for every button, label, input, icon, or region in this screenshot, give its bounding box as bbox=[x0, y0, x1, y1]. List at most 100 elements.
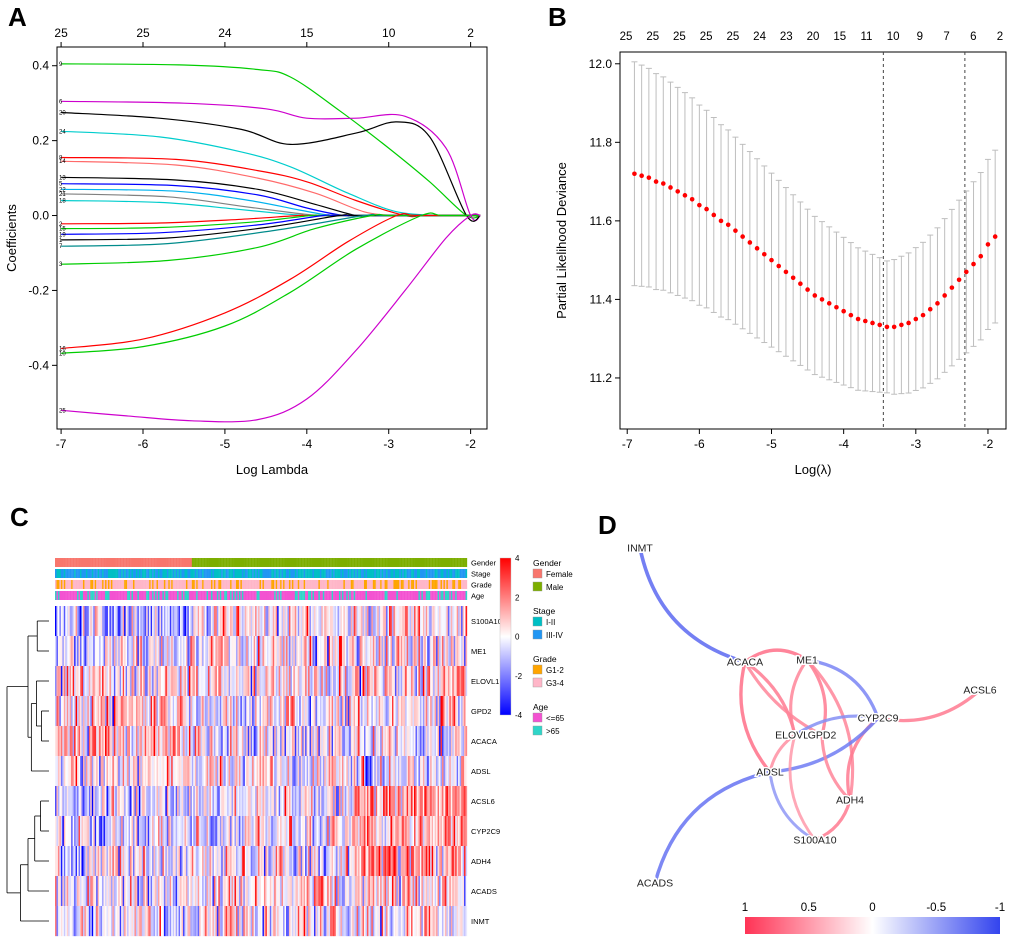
svg-text:Log Lambda: Log Lambda bbox=[236, 462, 309, 477]
svg-text:24: 24 bbox=[753, 31, 766, 43]
svg-text:0: 0 bbox=[869, 902, 875, 914]
svg-text:Grade: Grade bbox=[471, 581, 492, 590]
edge-ADH4-S100A10 bbox=[813, 798, 852, 842]
row-label: ME1 bbox=[471, 647, 486, 656]
svg-text:Coefficients: Coefficients bbox=[4, 204, 19, 272]
svg-text:Grade: Grade bbox=[533, 654, 557, 664]
lasso-coefficient-chart: -7 -6 -5 -4 -3 -2-0.4-0.20.00.20.425 25 24 15 10 2… bbox=[4, 26, 488, 477]
svg-text:-3: -3 bbox=[383, 437, 394, 451]
expression-heatmap-chart: Gender Stage Grade Age S100A10 ME1 ELOVL1 GPD2 A… bbox=[6, 554, 573, 937]
panel-a: A -7 -6 -5 -4 -3 -2 -0.4 -0.2 0.0 0.2 0.4 25 25 24 15 1… bbox=[0, 0, 510, 492]
svg-text:0.2: 0.2 bbox=[32, 134, 49, 148]
category-legends: Gender Female Male Stage I-II III-IV Grade G1-2… bbox=[532, 558, 573, 736]
svg-text:-6: -6 bbox=[694, 437, 705, 451]
svg-text:15: 15 bbox=[833, 31, 846, 43]
svg-text:Log(λ): Log(λ) bbox=[795, 462, 832, 477]
svg-text:25: 25 bbox=[700, 31, 713, 43]
svg-text:2: 2 bbox=[59, 222, 63, 228]
svg-text:-4: -4 bbox=[515, 711, 523, 720]
svg-text:-4: -4 bbox=[301, 437, 312, 451]
svg-text:7: 7 bbox=[59, 244, 63, 250]
edge-ACACA-GPD2 bbox=[743, 660, 824, 737]
svg-text:25: 25 bbox=[726, 31, 739, 43]
svg-text:>65: >65 bbox=[546, 727, 560, 736]
svg-text:15: 15 bbox=[59, 227, 66, 233]
svg-text:16: 16 bbox=[59, 346, 66, 352]
svg-text:9: 9 bbox=[917, 31, 923, 43]
svg-text:25: 25 bbox=[620, 31, 633, 43]
edge-CYP2C9-ELOVL1 bbox=[793, 714, 880, 737]
coef-path-9 bbox=[61, 63, 481, 219]
node-label-GPD2: GPD2 bbox=[808, 730, 837, 742]
svg-text:3: 3 bbox=[59, 262, 63, 268]
correlation-edges bbox=[638, 546, 982, 885]
row-label: ADH4 bbox=[471, 857, 491, 866]
edge-GPD2-ADH4 bbox=[820, 733, 852, 802]
svg-text:11.8: 11.8 bbox=[590, 135, 613, 149]
svg-text:Male: Male bbox=[546, 583, 564, 592]
svg-text:18: 18 bbox=[59, 199, 66, 205]
svg-text:Age: Age bbox=[471, 592, 484, 601]
svg-text:0.0: 0.0 bbox=[32, 209, 49, 223]
svg-text:1: 1 bbox=[59, 238, 63, 244]
plot-b-axes: -7 -6 -5 -4 -3 -2 11.2 11.4 11.6 11.8 12.0 25 25 25 25… bbox=[554, 31, 1007, 477]
edge-ACSL6-CYP2C9 bbox=[876, 688, 982, 723]
coef-path-3 bbox=[61, 213, 481, 265]
edge-INMT-ACACA bbox=[638, 546, 747, 664]
coef-path-14 bbox=[61, 160, 481, 217]
node-label-ADSL: ADSL bbox=[756, 767, 784, 779]
svg-text:19: 19 bbox=[59, 232, 66, 238]
svg-text:<=65: <=65 bbox=[546, 714, 565, 723]
svg-text:-2: -2 bbox=[465, 437, 476, 451]
annotation-track-stage bbox=[55, 569, 468, 578]
row-label: ACADS bbox=[471, 887, 497, 896]
svg-text:22: 22 bbox=[59, 187, 66, 193]
svg-text:24: 24 bbox=[59, 129, 66, 135]
coef-path-20 bbox=[61, 111, 481, 222]
edge-ME1-ADH4 bbox=[805, 658, 855, 802]
node-label-INMT: INMT bbox=[627, 543, 653, 555]
edge-ACACA-ME1 bbox=[743, 648, 809, 664]
edge-ACADS-ADSL bbox=[653, 770, 772, 885]
panel-b: B -7 -6 -5 -4 -3 -2 11.2 11.4 11.6 11.8 12.0 25 25 25… bbox=[510, 0, 1020, 492]
panel-d-label: D bbox=[598, 510, 617, 540]
coef-path-16 bbox=[61, 213, 481, 350]
svg-text:1: 1 bbox=[742, 902, 748, 914]
svg-text:-6: -6 bbox=[138, 437, 149, 451]
panel-b-label: B bbox=[548, 2, 567, 32]
svg-text:0.5: 0.5 bbox=[801, 902, 817, 914]
svg-text:-5: -5 bbox=[220, 437, 231, 451]
svg-text:I-II: I-II bbox=[546, 618, 555, 627]
svg-text:-2: -2 bbox=[983, 437, 994, 451]
svg-text:-3: -3 bbox=[910, 437, 921, 451]
row-label: ELOVL1 bbox=[471, 677, 499, 686]
coef-path-6 bbox=[61, 100, 481, 222]
node-label-ACACA: ACACA bbox=[727, 657, 763, 669]
heat-colorbar bbox=[499, 557, 512, 716]
svg-text:23: 23 bbox=[780, 31, 793, 43]
svg-text:Age: Age bbox=[533, 702, 548, 712]
node-label-ELOVL1: ELOVL1 bbox=[775, 730, 815, 742]
svg-text:25: 25 bbox=[646, 31, 659, 43]
row-label: ACSL6 bbox=[471, 797, 495, 806]
panel-d: D INMT ACACA ME1 ACSL6 CYP2C9 ELOVL1 GPD2 ADSL A… bbox=[590, 492, 1020, 949]
coef-path-8 bbox=[61, 156, 481, 218]
svg-text:5: 5 bbox=[59, 182, 63, 188]
svg-text:Stage: Stage bbox=[471, 570, 491, 579]
svg-text:-1: -1 bbox=[995, 902, 1005, 914]
svg-text:2: 2 bbox=[515, 593, 520, 602]
coef-path-7 bbox=[61, 213, 481, 247]
coef-path-1 bbox=[61, 214, 481, 241]
svg-text:25: 25 bbox=[54, 26, 68, 40]
edge-CYP2C9-ADSL bbox=[768, 716, 880, 774]
svg-text:13: 13 bbox=[59, 175, 66, 181]
svg-text:8: 8 bbox=[59, 155, 63, 161]
panel-a-label: A bbox=[8, 2, 27, 32]
heatmap-cells bbox=[55, 606, 468, 937]
edge-ME1-ELOVL1 bbox=[789, 658, 809, 737]
svg-text:21: 21 bbox=[59, 192, 66, 198]
svg-text:20: 20 bbox=[807, 31, 820, 43]
